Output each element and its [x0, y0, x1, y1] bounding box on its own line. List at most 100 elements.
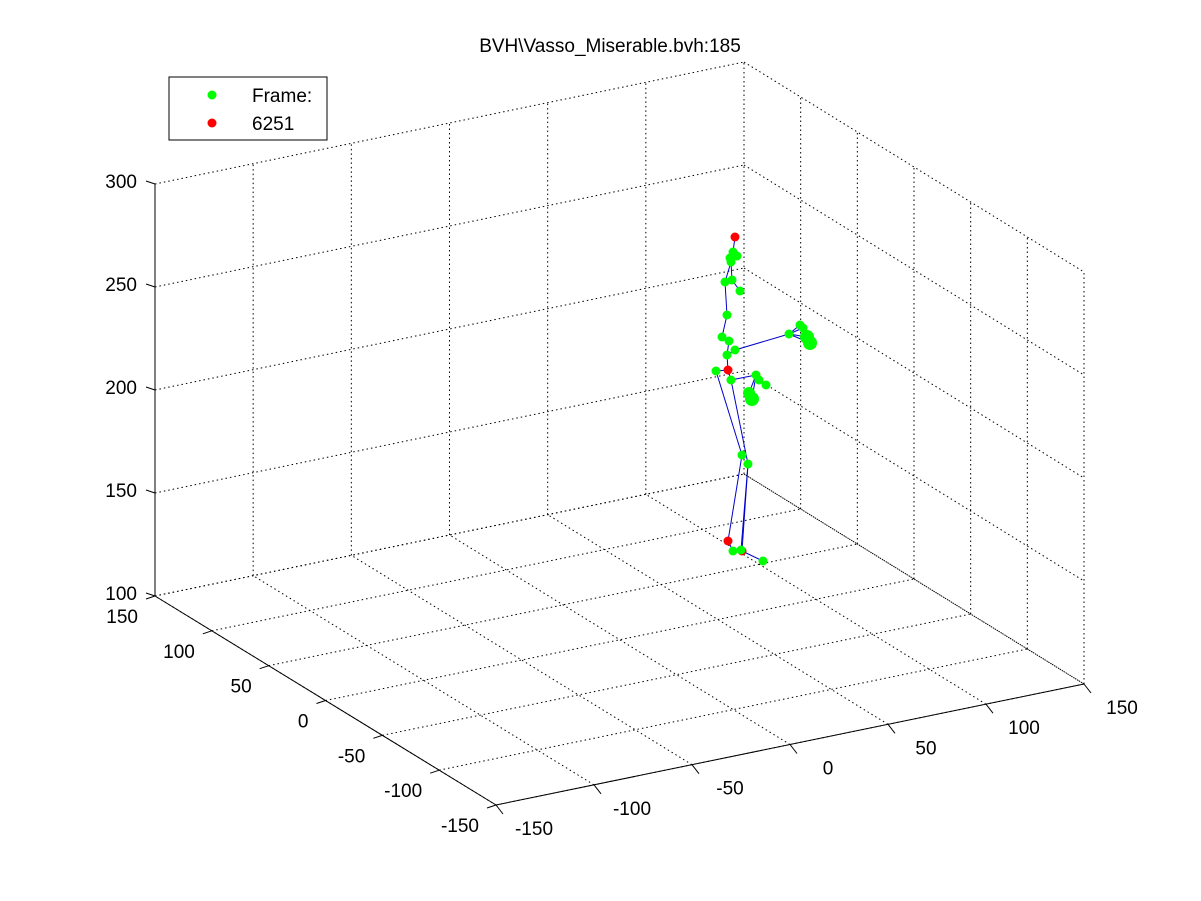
chart-title: BVH\Vasso_Miserable.bvh:185	[479, 36, 741, 57]
bone	[730, 379, 749, 465]
grid-line	[351, 554, 693, 766]
grid-line	[154, 61, 745, 185]
joint-marker	[736, 545, 746, 555]
joint-marker	[727, 275, 737, 285]
tick-label: -100	[384, 781, 422, 802]
tick-label: 250	[105, 275, 137, 296]
tick-mark	[486, 804, 497, 809]
tick-label: -150	[515, 819, 553, 840]
tick-label: 100	[1008, 718, 1040, 739]
joint-marker	[730, 345, 740, 355]
grid-line	[325, 578, 915, 701]
tick-label: -50	[338, 746, 365, 767]
grid-line	[439, 648, 1028, 771]
tick-label: 150	[106, 607, 138, 628]
tick-mark	[373, 734, 383, 739]
grid-line	[154, 370, 745, 494]
legend-label-frame: Frame:	[252, 86, 312, 107]
tick-label: 0	[823, 759, 834, 780]
grid-line	[743, 473, 1085, 685]
tick-mark	[145, 386, 156, 391]
legend: Frame: 6251	[168, 76, 328, 141]
grid-line	[743, 370, 1085, 582]
joint-marker	[803, 336, 817, 350]
joint-marker	[761, 380, 771, 390]
grid-line	[154, 267, 745, 391]
joint-marker	[724, 336, 734, 346]
tick-mark	[145, 592, 156, 597]
tick-label: 50	[915, 738, 936, 759]
legend-box	[168, 76, 328, 141]
grid-line	[743, 61, 1085, 273]
legend-marker-frame-number	[207, 118, 217, 128]
grid-line	[154, 164, 745, 288]
joint-marker	[726, 257, 736, 267]
legend-marker-frame	[207, 90, 217, 100]
skeleton-bones	[715, 236, 811, 562]
joint-marker	[758, 556, 768, 566]
bone	[715, 370, 743, 456]
tick-label: -100	[613, 799, 651, 820]
joint-marker	[720, 277, 730, 287]
end-site-marker	[730, 232, 740, 242]
tick-mark	[789, 744, 798, 754]
joint-marker	[711, 366, 721, 376]
tick-label: 50	[231, 677, 252, 698]
joint-marker	[735, 286, 745, 296]
joint-marker	[717, 332, 727, 342]
joint-marker	[784, 329, 794, 339]
tick-mark	[1083, 683, 1092, 694]
bone	[740, 463, 749, 551]
tick-label: -50	[716, 779, 743, 800]
grid-line	[547, 514, 889, 725]
tick-mark	[495, 804, 504, 815]
grid-line	[382, 613, 971, 736]
bone	[734, 333, 790, 351]
joint-marker	[743, 459, 753, 469]
tick-label: -150	[441, 816, 479, 837]
tick-mark	[259, 665, 269, 670]
tick-mark	[593, 784, 602, 795]
joint-marker	[798, 323, 808, 333]
grid-line	[645, 493, 987, 705]
joint-marker	[754, 375, 764, 385]
axes	[145, 180, 1092, 815]
tick-label: 0	[298, 712, 309, 733]
tick-mark	[430, 769, 440, 774]
tick-mark	[887, 724, 896, 734]
joint-marker	[732, 251, 742, 261]
bone	[727, 454, 743, 542]
tick-label: 200	[105, 378, 137, 399]
joint-marker	[726, 375, 736, 385]
joint-marker	[722, 310, 732, 320]
tick-mark	[145, 489, 156, 494]
grid-line	[743, 164, 1085, 376]
grid-line	[743, 267, 1085, 479]
tick-label: 150	[105, 481, 137, 502]
tick-mark	[145, 283, 156, 288]
tick-mark	[691, 764, 700, 774]
tick-mark	[145, 180, 156, 185]
joint-marker	[722, 350, 732, 360]
legend-label-frame-number: 6251	[252, 114, 294, 135]
tick-label: 100	[105, 584, 137, 605]
tick-mark	[985, 703, 994, 714]
tick-label: 150	[1106, 698, 1138, 719]
grid-lines	[154, 61, 1085, 806]
skeleton-joints	[711, 232, 817, 566]
tick-label: 300	[105, 172, 137, 193]
joint-marker	[728, 546, 738, 556]
end-site-marker	[723, 365, 733, 375]
grid-line	[154, 473, 745, 597]
tick-mark	[316, 700, 326, 704]
end-site-marker	[723, 536, 733, 546]
tick-mark	[202, 630, 212, 635]
joint-marker	[743, 387, 755, 399]
grid-line	[449, 534, 791, 745]
tick-mark	[145, 595, 156, 600]
tick-label: 100	[163, 642, 195, 663]
grid-line	[252, 575, 595, 786]
